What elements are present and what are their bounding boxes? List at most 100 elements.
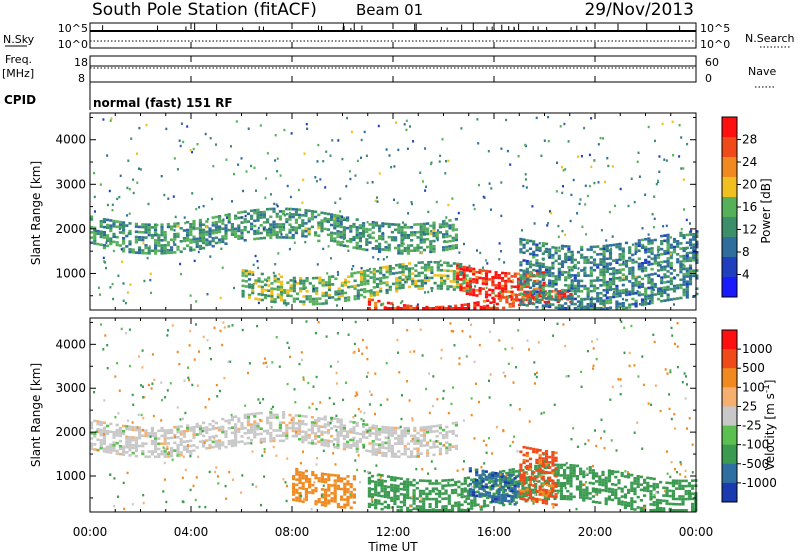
heatmap-cell bbox=[423, 249, 426, 252]
heatmap-cell bbox=[490, 187, 492, 189]
heatmap-cell bbox=[673, 290, 676, 293]
heatmap-cell bbox=[491, 474, 494, 477]
heatmap-cell bbox=[305, 475, 308, 478]
heatmap-cell bbox=[673, 285, 676, 288]
heatmap-cell bbox=[685, 485, 688, 488]
heatmap-cell bbox=[321, 504, 324, 507]
heatmap-cell bbox=[526, 281, 529, 284]
heatmap-cell bbox=[324, 439, 327, 442]
heatmap-cell bbox=[328, 296, 331, 299]
heatmap-cell bbox=[268, 228, 270, 230]
heatmap-cell bbox=[510, 479, 513, 482]
heatmap-cell bbox=[144, 442, 147, 445]
heatmap-cell bbox=[334, 293, 337, 296]
heatmap-cell bbox=[403, 243, 405, 245]
heatmap-cell bbox=[93, 237, 96, 240]
heatmap-cell bbox=[406, 496, 409, 499]
heatmap-cell bbox=[260, 124, 262, 126]
heatmap-cell bbox=[461, 483, 464, 486]
heatmap-cell bbox=[375, 435, 378, 438]
heatmap-cell bbox=[475, 471, 478, 474]
heatmap-cell bbox=[404, 123, 406, 125]
heatmap-cell bbox=[330, 213, 333, 216]
heatmap-cell bbox=[340, 421, 343, 424]
heatmap-cell bbox=[244, 432, 247, 435]
heatmap-cell bbox=[365, 228, 368, 231]
heatmap-cell bbox=[282, 411, 285, 414]
heatmap-cell bbox=[505, 301, 508, 304]
heatmap-cell bbox=[689, 278, 692, 281]
heatmap-cell bbox=[548, 267, 551, 270]
heatmap-cell bbox=[160, 435, 163, 438]
heatmap-cell bbox=[377, 500, 380, 503]
heatmap-cell bbox=[437, 269, 440, 272]
heatmap-cell bbox=[135, 231, 138, 234]
heatmap-cell bbox=[160, 239, 163, 242]
heatmap-cell bbox=[563, 469, 566, 472]
heatmap-cell bbox=[352, 226, 355, 229]
heatmap-cell bbox=[635, 279, 638, 282]
heatmap-cell bbox=[378, 446, 381, 449]
heatmap-cell bbox=[692, 254, 695, 257]
heatmap-cell bbox=[446, 285, 449, 288]
heatmap-cell bbox=[482, 288, 485, 291]
heatmap-cell bbox=[628, 272, 631, 275]
heatmap-cell bbox=[144, 244, 147, 247]
colorbar-segment bbox=[722, 137, 737, 158]
heatmap-cell bbox=[630, 508, 633, 511]
heatmap-cell bbox=[288, 216, 291, 219]
heatmap-cell bbox=[539, 249, 542, 252]
heatmap-cell bbox=[314, 487, 317, 490]
heatmap-cell bbox=[118, 196, 120, 198]
heatmap-cell bbox=[237, 237, 240, 240]
heatmap-cell bbox=[384, 447, 387, 450]
heatmap-cell bbox=[678, 485, 681, 488]
heatmap-cell bbox=[284, 214, 286, 216]
heatmap-cell bbox=[116, 198, 118, 200]
heatmap-cell bbox=[606, 281, 609, 284]
heatmap-cell bbox=[400, 307, 403, 310]
heatmap-cell bbox=[208, 233, 211, 236]
heatmap-cell bbox=[501, 293, 504, 296]
heatmap-cell bbox=[642, 227, 644, 229]
heatmap-cell bbox=[331, 275, 334, 278]
heatmap-cell bbox=[269, 236, 272, 239]
heatmap-cell bbox=[247, 432, 250, 435]
heatmap-cell bbox=[196, 227, 199, 230]
heatmap-cell bbox=[393, 199, 395, 201]
heatmap-cell bbox=[592, 469, 595, 472]
colorbar-segment bbox=[722, 197, 737, 218]
heatmap-cell bbox=[269, 440, 272, 443]
heatmap-cell bbox=[302, 487, 305, 490]
heatmap-cell bbox=[657, 293, 660, 296]
heatmap-cell bbox=[270, 298, 273, 301]
heatmap-cell bbox=[141, 450, 144, 453]
heatmap-cell bbox=[627, 502, 630, 505]
heatmap-cell bbox=[344, 292, 347, 295]
heatmap-cell bbox=[306, 295, 309, 298]
heatmap-cell bbox=[186, 234, 189, 237]
heatmap-cell bbox=[381, 431, 384, 434]
heatmap-cell bbox=[672, 509, 675, 512]
heatmap-cell bbox=[138, 355, 140, 357]
heatmap-cell bbox=[672, 503, 675, 506]
heatmap-cell bbox=[491, 487, 494, 490]
heatmap-cell bbox=[519, 279, 522, 282]
heatmap-cell bbox=[143, 280, 145, 282]
heatmap-cell bbox=[272, 221, 275, 224]
heatmap-cell bbox=[266, 432, 269, 435]
heatmap-cell bbox=[368, 241, 371, 244]
heatmap-cell bbox=[458, 212, 460, 214]
heatmap-cell bbox=[593, 159, 595, 161]
heatmap-cell bbox=[337, 474, 340, 477]
heatmap-cell bbox=[532, 264, 535, 267]
heatmap-cell bbox=[625, 242, 628, 245]
heatmap-cell bbox=[469, 470, 472, 473]
heatmap-cell bbox=[311, 424, 314, 427]
heatmap-cell bbox=[381, 485, 384, 488]
heatmap-cell bbox=[343, 493, 346, 496]
heatmap-cell bbox=[491, 279, 494, 282]
heatmap-cell bbox=[643, 479, 646, 482]
heatmap-cell bbox=[529, 478, 532, 481]
heatmap-cell bbox=[535, 451, 538, 454]
